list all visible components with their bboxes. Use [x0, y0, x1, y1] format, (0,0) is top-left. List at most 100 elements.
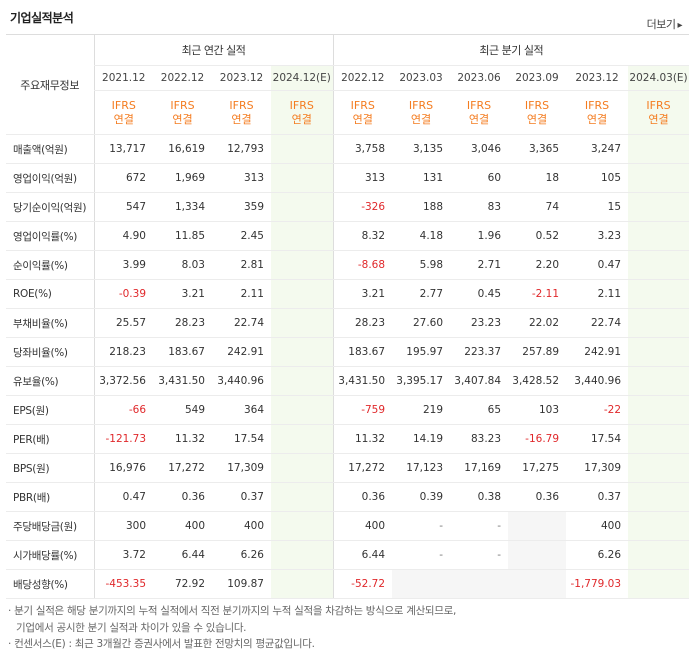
financial-table: 주요재무정보 최근 연간 실적 최근 분기 실적 2021.12 2022.12… — [6, 34, 690, 599]
table-cell: 22.74 — [566, 308, 629, 338]
table-cell: 17,309 — [212, 453, 271, 483]
table-cell: 18 — [508, 163, 567, 193]
table-cell: 2.77 — [392, 279, 451, 309]
table-cell — [392, 569, 451, 599]
table-cell: 2.45 — [212, 221, 271, 251]
table-cell: -22 — [566, 395, 629, 425]
table-cell — [628, 366, 690, 396]
ifrs-label: IFRS 연결 — [566, 90, 629, 135]
table-cell: 549 — [153, 395, 212, 425]
row-label: 부채비율(%) — [6, 308, 94, 338]
table-cell: 23.23 — [450, 308, 509, 338]
table-cell: -1,779.03 — [566, 569, 629, 599]
table-cell: 3.99 — [93, 250, 153, 280]
table-cell — [271, 482, 334, 512]
table-cell: 16,976 — [93, 453, 153, 483]
table-cell: 313 — [212, 163, 271, 193]
ifrs-label: IFRS 연결 — [628, 90, 690, 135]
table-cell — [271, 221, 334, 251]
table-row: 당좌비율(%) 218.23 183.67 242.91 183.67 195.97 223… — [6, 337, 690, 367]
table-row: 유보율(%) 3,372.56 3,431.50 3,440.96 3,431.50 3,… — [6, 366, 690, 396]
footnote-line: · 분기 실적은 해당 분기까지의 누적 실적에서 직전 분기까지의 누적 실적… — [8, 605, 457, 617]
more-link[interactable]: 더보기 ▸ — [647, 16, 683, 32]
table-cell: 11.32 — [153, 424, 212, 454]
row-label: 유보율(%) — [6, 366, 94, 396]
table-cell — [628, 540, 690, 570]
table-cell: 12,793 — [212, 134, 271, 164]
table-cell: 219 — [392, 395, 451, 425]
ifrs-label: IFRS 연결 — [332, 90, 393, 135]
table-cell: 3.21 — [153, 279, 212, 309]
table-cell: 0.36 — [153, 482, 212, 512]
table-row: 순이익률(%) 3.99 8.03 2.81 -8.68 5.98 2.71 2.20 0.47 — [6, 250, 690, 280]
table-cell: 4.90 — [93, 221, 153, 251]
table-cell: 223.37 — [450, 337, 509, 367]
table-cell — [271, 569, 334, 599]
table-cell: 3.21 — [332, 279, 393, 309]
table-cell: 83 — [450, 192, 509, 222]
table-cell: 0.47 — [566, 250, 629, 280]
table-cell: 300 — [93, 511, 153, 541]
table-cell — [450, 569, 509, 599]
table-row: 매출액(억원) 13,717 16,619 12,793 3,758 3,135 3,046… — [6, 134, 690, 164]
table-cell: 17,272 — [153, 453, 212, 483]
row-label: 배당성향(%) — [6, 569, 94, 599]
table-cell: 672 — [93, 163, 153, 193]
ifrs-label: IFRS 연결 — [93, 90, 153, 135]
table-cell: 6.44 — [332, 540, 393, 570]
table-cell — [271, 511, 334, 541]
table-cell: -8.68 — [332, 250, 393, 280]
table-cell: 3,365 — [508, 134, 567, 164]
table-cell: 2.20 — [508, 250, 567, 280]
period-header: 2023.12 — [212, 65, 271, 91]
period-header: 2023.12 — [566, 65, 629, 91]
table-cell: 3,440.96 — [212, 366, 271, 396]
row-label: PER(배) — [6, 424, 94, 454]
footnotes: · 분기 실적은 해당 분기까지의 누적 실적에서 직전 분기까지의 누적 실적… — [8, 603, 456, 653]
table-cell: 17.54 — [212, 424, 271, 454]
period-header-estimate: 2024.12(E) — [271, 65, 334, 91]
table-cell — [628, 482, 690, 512]
table-cell: -0.39 — [93, 279, 153, 309]
table-cell: 0.47 — [93, 482, 153, 512]
table-cell: 188 — [392, 192, 451, 222]
table-cell: 0.38 — [450, 482, 509, 512]
row-label: 주당배당금(원) — [6, 511, 94, 541]
period-header-estimate: 2024.03(E) — [628, 65, 690, 91]
table-cell: 60 — [450, 163, 509, 193]
table-cell: 364 — [212, 395, 271, 425]
table-cell: 22.74 — [212, 308, 271, 338]
footnote-line: 기업에서 공시한 분기 실적과 차이가 있을 수 있습니다. — [16, 621, 247, 634]
table-cell: 547 — [93, 192, 153, 222]
table-row: 당기순이익(억원) 547 1,334 359 -326 188 83 74 15 — [6, 192, 690, 222]
table-cell — [628, 134, 690, 164]
table-cell: 5.98 — [392, 250, 451, 280]
row-label: 순이익률(%) — [6, 250, 94, 280]
table-cell: 313 — [332, 163, 393, 193]
ifrs-label: IFRS 연결 — [271, 90, 334, 135]
table-row: 시가배당률(%) 3.72 6.44 6.26 6.44- -6.26 — [6, 540, 690, 570]
table-cell: 359 — [212, 192, 271, 222]
table-cell — [628, 424, 690, 454]
group-annual: 최근 연간 실적 — [93, 34, 334, 66]
table-cell: -326 — [332, 192, 393, 222]
table-cell: 3,407.84 — [450, 366, 509, 396]
table-row: BPS(원) 16,976 17,272 17,309 17,272 17,123 17,1… — [6, 453, 690, 483]
table-cell: 103 — [508, 395, 567, 425]
table-cell: 0.45 — [450, 279, 509, 309]
ifrs-label: IFRS 연결 — [508, 90, 567, 135]
table-cell — [271, 163, 334, 193]
table-cell: 1,969 — [153, 163, 212, 193]
table-cell — [628, 308, 690, 338]
table-cell: 3.23 — [566, 221, 629, 251]
table-cell — [271, 395, 334, 425]
main-label: 주요재무정보 — [6, 34, 94, 135]
table-cell: 183.67 — [332, 337, 393, 367]
table-cell: 400 — [212, 511, 271, 541]
table-cell: 0.39 — [392, 482, 451, 512]
table-cell: 15 — [566, 192, 629, 222]
row-label: 매출액(억원) — [6, 134, 94, 164]
table-row: 영업이익(억원) 672 1,969 313 313 131 60 18 105 — [6, 163, 690, 193]
table-cell — [628, 569, 690, 599]
table-cell — [271, 134, 334, 164]
